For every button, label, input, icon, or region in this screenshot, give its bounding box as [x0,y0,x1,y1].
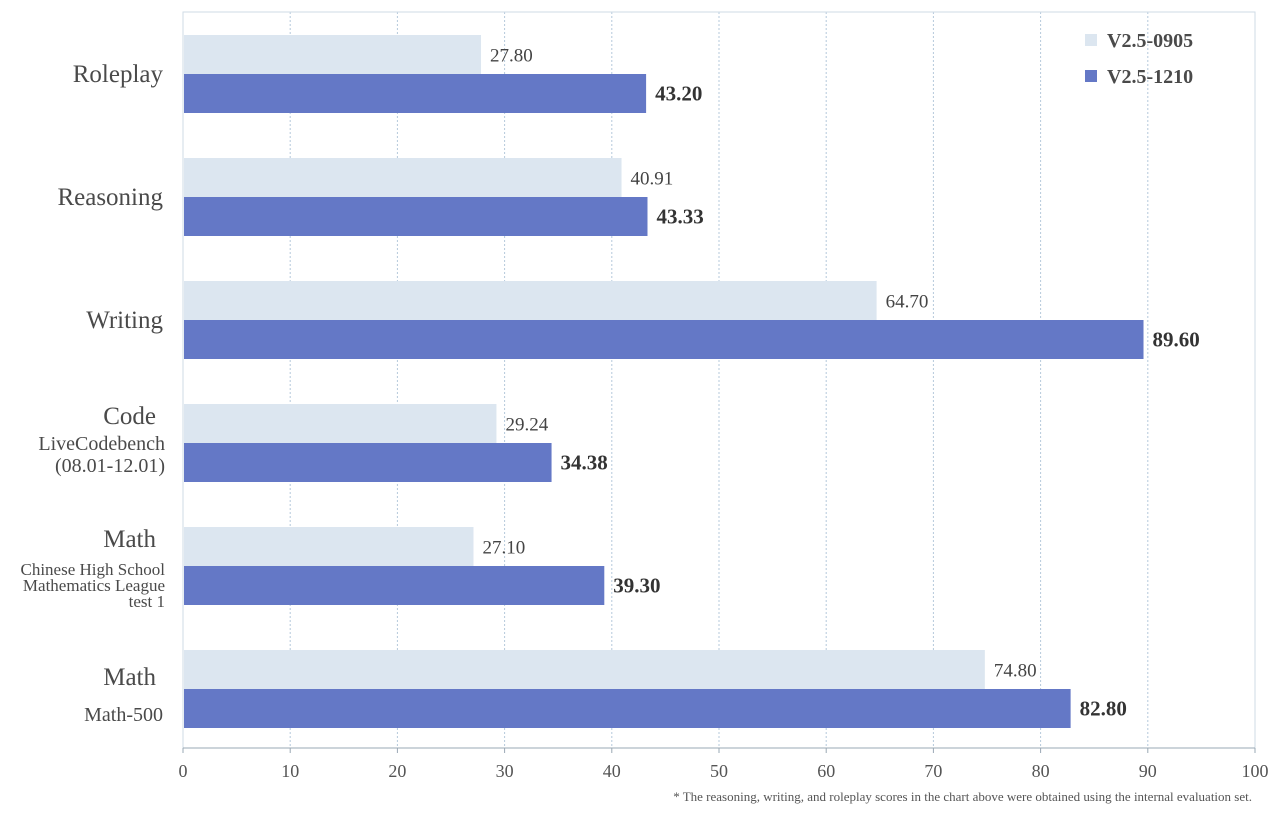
data-label: 82.80 [1080,697,1127,721]
bars [184,35,1144,728]
bar-v2-5-0905 [184,650,985,689]
x-tick-label: 100 [1242,761,1269,781]
category-label: Math [103,526,156,553]
x-tick-label: 30 [496,761,514,781]
x-tick-label: 0 [179,761,188,781]
x-tick-label: 90 [1139,761,1157,781]
bar-v2-5-1210 [184,566,605,605]
bar-v2-5-1210 [184,320,1144,359]
bar-v2-5-0905 [184,35,482,74]
bar-v2-5-0905 [184,527,474,566]
x-tick-label: 10 [281,761,299,781]
category-label: Code [103,403,156,430]
category-label: Reasoning [57,184,163,211]
data-label: 29.24 [505,415,548,436]
x-tick-label: 60 [817,761,835,781]
category-sublabel: (08.01-12.01) [55,455,165,477]
x-axis-ticks: 0 10 20 30 40 50 60 70 80 90 100 [179,748,1269,781]
category-sublabel: Math-500 [84,704,163,726]
data-label: 89.60 [1153,328,1200,352]
legend-swatch [1085,70,1097,82]
data-label: 40.91 [631,169,674,190]
x-tick-label: 80 [1032,761,1050,781]
x-tick-label: 20 [388,761,406,781]
category-sublabel: LiveCodebench [38,433,165,455]
x-tick-label: 40 [603,761,621,781]
data-label: 34.38 [561,451,608,475]
legend-label: V2.5-0905 [1107,30,1193,52]
category-sublabel: test 1 [129,592,165,611]
bar-v2-5-1210 [184,443,552,482]
data-label: 64.70 [886,292,929,313]
data-label: 27.80 [490,46,533,67]
data-label: 39.30 [613,574,660,598]
category-label: Math [103,664,156,691]
legend-label: V2.5-1210 [1107,66,1193,88]
data-labels: 27.80 43.20 40.91 43.33 64.70 89.60 29.24 34.38… [483,46,1200,721]
bar-v2-5-1210 [184,74,647,113]
bar-v2-5-1210 [184,197,648,236]
category-sublabel: Mathematics League [23,576,165,595]
legend: V2.5-0905 V2.5-1210 [1085,30,1193,88]
data-label: 43.33 [656,205,703,229]
data-label: 74.80 [994,661,1037,682]
category-label: Writing [86,307,163,334]
bar-v2-5-1210 [184,689,1071,728]
category-labels: Roleplay Reasoning Writing Code LiveCodebenc… [21,61,166,726]
x-tick-label: 50 [710,761,728,781]
bar-v2-5-0905 [184,281,877,320]
footnote: * The reasoning, writing, and roleplay s… [673,789,1252,804]
legend-swatch [1085,34,1097,46]
category-label: Roleplay [73,61,164,88]
bar-v2-5-0905 [184,404,497,443]
data-label: 43.20 [655,82,702,106]
data-label: 27.10 [483,538,526,559]
gridlines [289,12,1149,748]
category-sublabel: Chinese High School [21,560,166,579]
x-tick-label: 70 [924,761,942,781]
bar-v2-5-0905 [184,158,622,197]
